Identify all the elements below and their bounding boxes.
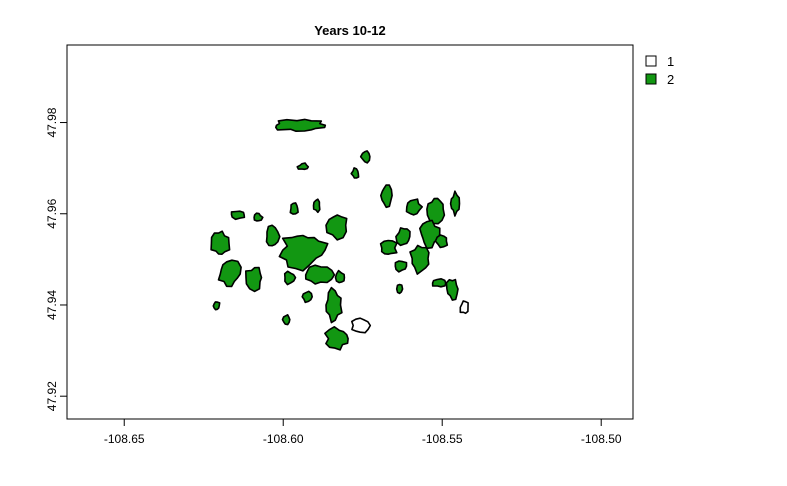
patch-class-2: [274, 118, 327, 132]
patch-class-2: [265, 224, 281, 247]
y-tick-label: 47.92: [45, 381, 59, 411]
patch-class-2: [409, 244, 430, 275]
patch-class-2: [426, 197, 446, 225]
y-tick-label: 47.94: [45, 290, 59, 320]
patch-class-2: [283, 270, 297, 286]
plot-frame: [66, 44, 634, 420]
x-tick-label: -108.60: [263, 432, 304, 446]
x-tick-label: -108.55: [422, 432, 463, 446]
patch-class-2: [289, 202, 299, 215]
patch-class-2: [217, 259, 242, 288]
chart-title: Years 10-12: [314, 23, 386, 38]
patch-class-2: [359, 150, 371, 164]
y-tick-label: 47.98: [45, 107, 59, 137]
patch-class-2: [325, 214, 348, 241]
patch-class-2: [449, 190, 461, 217]
patch-class-2: [405, 198, 424, 216]
legend-label-1: 1: [667, 54, 674, 69]
patch-class-2: [212, 301, 221, 311]
legend-swatch-1: [645, 55, 657, 67]
x-tick-label: -108.50: [581, 432, 622, 446]
patch-class-2: [278, 234, 329, 272]
patch-class-2: [324, 325, 349, 351]
patch-class-2: [379, 184, 393, 209]
patch-class-2: [312, 198, 321, 214]
legend-swatch-2: [645, 73, 657, 85]
patch-class-2: [395, 227, 411, 247]
patch-class-2: [394, 260, 408, 273]
patch-class-2: [379, 239, 398, 255]
patch-class-2: [445, 278, 459, 301]
y-axis: 47.92 47.94 47.96 47.98: [45, 107, 68, 411]
x-axis: -108.65 -108.60 -108.55 -108.50: [104, 418, 622, 446]
legend-label-2: 2: [667, 72, 674, 87]
patch-class-2: [296, 162, 310, 171]
patch-class-2: [325, 286, 343, 324]
patch-class-2: [431, 277, 447, 288]
patch-class-2: [434, 234, 449, 249]
x-tick-label: -108.65: [104, 432, 145, 446]
patch-class-2: [395, 283, 404, 295]
patch-class-2: [210, 230, 231, 255]
legend: 1 2: [645, 54, 674, 87]
patch-class-2: [281, 313, 291, 326]
y-tick-label: 47.96: [45, 198, 59, 228]
patch-class-2: [301, 290, 314, 304]
patch-class-2: [253, 212, 264, 222]
patch-class-2: [304, 264, 336, 285]
patch-class-2: [350, 167, 360, 179]
patch-class-2: [334, 269, 346, 284]
patch-class-2: [230, 210, 246, 221]
patch-class-2: [245, 266, 263, 293]
patch-layer: [210, 118, 469, 351]
patch-class-1: [350, 317, 372, 334]
patch-class-1: [459, 300, 469, 315]
